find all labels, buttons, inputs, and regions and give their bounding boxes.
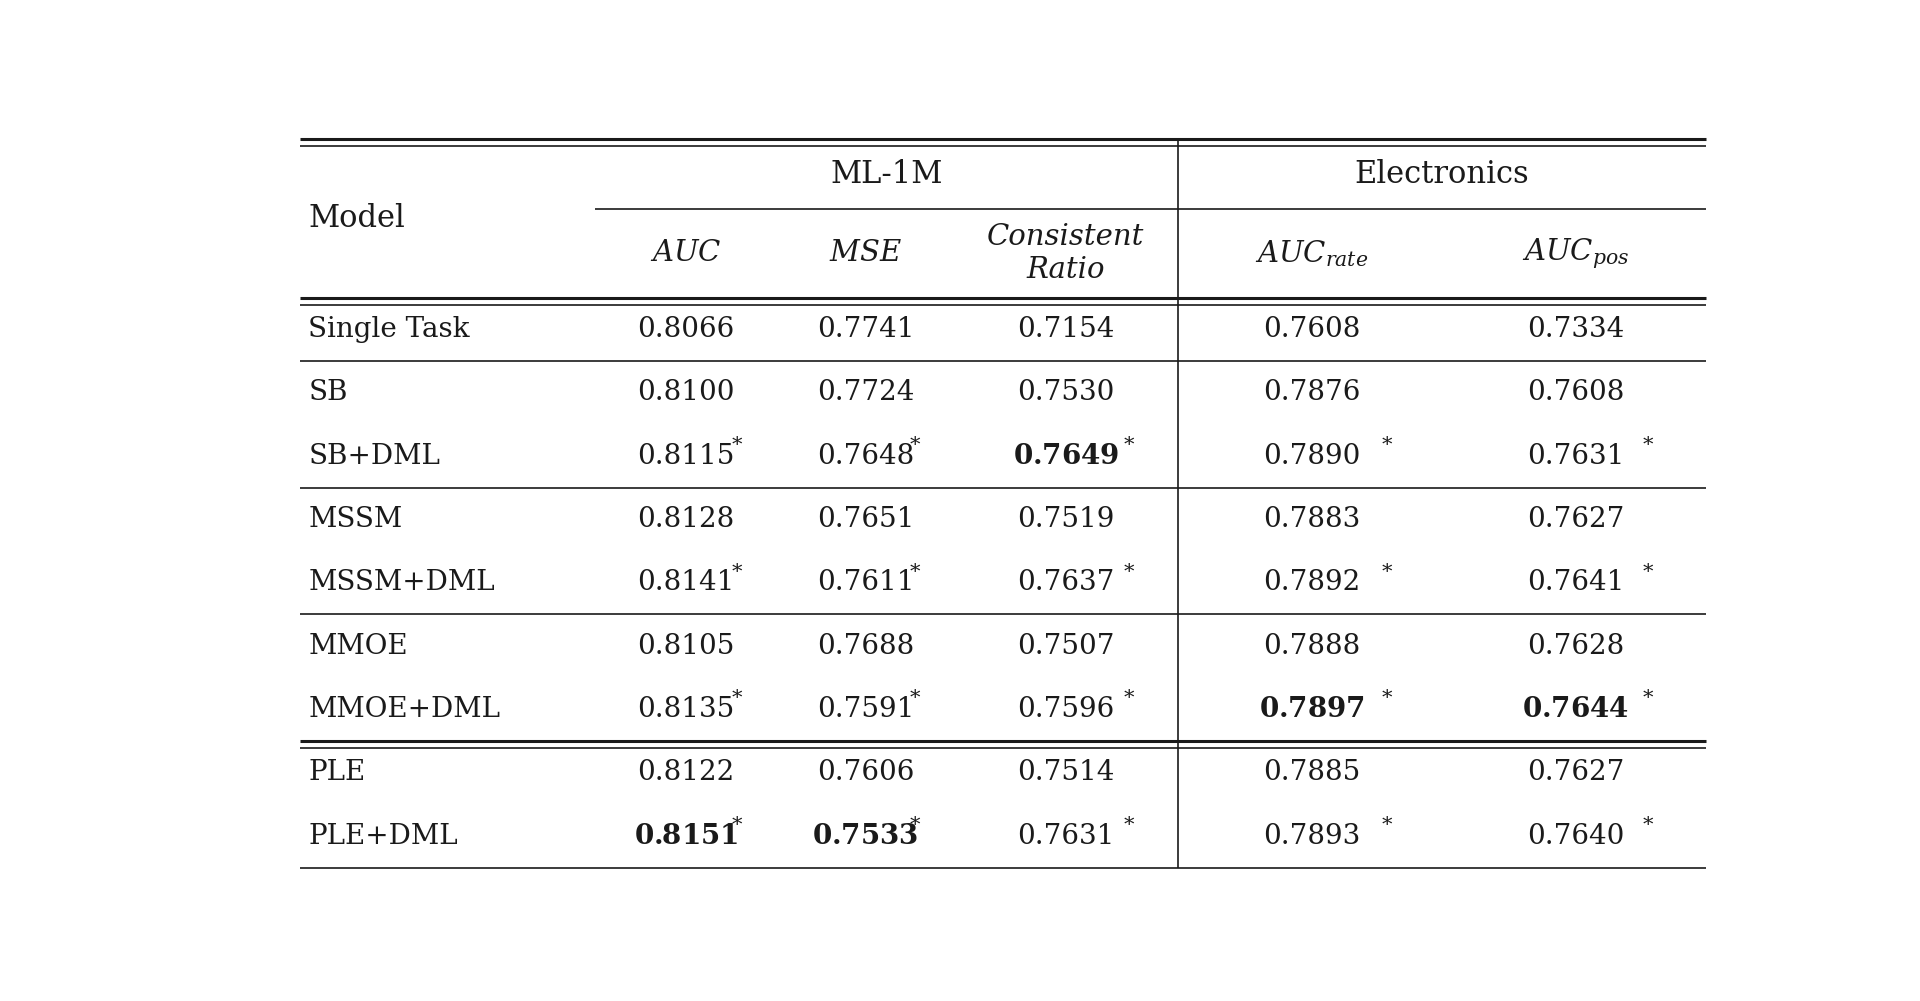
Text: $*$: $*$ — [1123, 433, 1135, 452]
Text: 0.7530: 0.7530 — [1018, 379, 1116, 406]
Text: 0.8066: 0.8066 — [637, 316, 735, 343]
Text: $*$: $*$ — [1380, 433, 1392, 452]
Text: Consistent
Ratio: Consistent Ratio — [987, 222, 1144, 284]
Text: MMOE: MMOE — [309, 633, 409, 660]
Text: $\mathbf{0.7533}$: $\mathbf{0.7533}$ — [812, 823, 918, 850]
Text: 0.7741: 0.7741 — [816, 316, 914, 343]
Text: 0.7608: 0.7608 — [1526, 379, 1624, 406]
Text: 0.7507: 0.7507 — [1018, 633, 1116, 660]
Text: $*$: $*$ — [1123, 688, 1135, 707]
Text: 0.7611: 0.7611 — [816, 570, 914, 597]
Text: 0.7627: 0.7627 — [1526, 760, 1624, 786]
Text: 0.7631: 0.7631 — [1018, 823, 1116, 850]
Text: $*$: $*$ — [732, 433, 743, 452]
Text: $*$: $*$ — [732, 814, 743, 833]
Text: 0.7591: 0.7591 — [816, 696, 914, 723]
Text: 0.7883: 0.7883 — [1263, 506, 1361, 533]
Text: $*$: $*$ — [908, 688, 922, 707]
Text: $\mathit{MSE}$: $\mathit{MSE}$ — [829, 239, 902, 267]
Text: 0.7608: 0.7608 — [1263, 316, 1361, 343]
Text: 0.7688: 0.7688 — [816, 633, 914, 660]
Text: 0.7876: 0.7876 — [1263, 379, 1361, 406]
Text: $*$: $*$ — [908, 561, 922, 580]
Text: 0.7637: 0.7637 — [1018, 570, 1116, 597]
Text: 0.8141: 0.8141 — [637, 570, 735, 597]
Text: 0.7888: 0.7888 — [1263, 633, 1361, 660]
Text: MSSM+DML: MSSM+DML — [309, 570, 495, 597]
Text: Model: Model — [309, 203, 405, 234]
Text: $\mathbf{0.7897}$: $\mathbf{0.7897}$ — [1260, 696, 1365, 723]
Text: 0.7648: 0.7648 — [816, 442, 914, 469]
Text: $*$: $*$ — [908, 433, 922, 452]
Text: 0.8135: 0.8135 — [637, 696, 735, 723]
Text: 0.8100: 0.8100 — [637, 379, 735, 406]
Text: $\mathit{AUC}$: $\mathit{AUC}$ — [651, 239, 722, 267]
Text: 0.7893: 0.7893 — [1263, 823, 1361, 850]
Text: Electronics: Electronics — [1356, 158, 1530, 189]
Text: 0.7596: 0.7596 — [1018, 696, 1114, 723]
Text: Single Task: Single Task — [309, 316, 470, 343]
Text: $*$: $*$ — [732, 561, 743, 580]
Text: 0.7519: 0.7519 — [1018, 506, 1116, 533]
Text: $*$: $*$ — [1642, 561, 1655, 580]
Text: 0.7154: 0.7154 — [1018, 316, 1116, 343]
Text: SB+DML: SB+DML — [309, 442, 440, 469]
Text: $*$: $*$ — [908, 814, 922, 833]
Text: PLE+DML: PLE+DML — [309, 823, 459, 850]
Text: $*$: $*$ — [1642, 688, 1655, 707]
Text: 0.7724: 0.7724 — [816, 379, 914, 406]
Text: 0.7641: 0.7641 — [1526, 570, 1624, 597]
Text: 0.7892: 0.7892 — [1263, 570, 1361, 597]
Text: 0.7627: 0.7627 — [1526, 506, 1624, 533]
Text: 0.7514: 0.7514 — [1018, 760, 1116, 786]
Text: $*$: $*$ — [1642, 433, 1655, 452]
Text: $\mathbf{0.8151}$: $\mathbf{0.8151}$ — [634, 823, 739, 850]
Text: 0.7334: 0.7334 — [1526, 316, 1624, 343]
Text: $*$: $*$ — [1642, 814, 1655, 833]
Text: $*$: $*$ — [1380, 561, 1392, 580]
Text: 0.7628: 0.7628 — [1526, 633, 1624, 660]
Text: $\mathbf{0.7644}$: $\mathbf{0.7644}$ — [1523, 696, 1630, 723]
Text: MMOE+DML: MMOE+DML — [309, 696, 501, 723]
Text: $*$: $*$ — [1380, 688, 1392, 707]
Text: SB: SB — [309, 379, 348, 406]
Text: ML-1M: ML-1M — [831, 158, 943, 189]
Text: 0.8128: 0.8128 — [637, 506, 735, 533]
Text: $*$: $*$ — [732, 688, 743, 707]
Text: $\mathit{AUC}_{pos}$: $\mathit{AUC}_{pos}$ — [1523, 236, 1630, 270]
Text: $*$: $*$ — [1123, 814, 1135, 833]
Text: 0.7631: 0.7631 — [1526, 442, 1624, 469]
Text: MSSM: MSSM — [309, 506, 403, 533]
Text: $\mathbf{0.7649}$: $\mathbf{0.7649}$ — [1012, 442, 1119, 469]
Text: 0.7885: 0.7885 — [1263, 760, 1361, 786]
Text: $*$: $*$ — [1123, 561, 1135, 580]
Text: 0.8105: 0.8105 — [637, 633, 735, 660]
Text: 0.7640: 0.7640 — [1526, 823, 1624, 850]
Text: $*$: $*$ — [1380, 814, 1392, 833]
Text: 0.8115: 0.8115 — [637, 442, 735, 469]
Text: 0.8122: 0.8122 — [637, 760, 735, 786]
Text: 0.7651: 0.7651 — [816, 506, 914, 533]
Text: 0.7890: 0.7890 — [1263, 442, 1361, 469]
Text: PLE: PLE — [309, 760, 365, 786]
Text: $\mathit{AUC}_{rate}$: $\mathit{AUC}_{rate}$ — [1256, 238, 1369, 268]
Text: 0.7606: 0.7606 — [816, 760, 914, 786]
